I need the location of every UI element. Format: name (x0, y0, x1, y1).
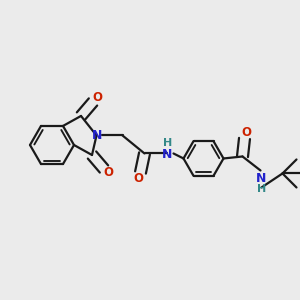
Text: N: N (256, 172, 267, 185)
Text: O: O (103, 167, 113, 179)
Text: O: O (134, 172, 143, 185)
Text: O: O (242, 126, 251, 139)
Text: O: O (92, 92, 102, 104)
Text: N: N (162, 148, 173, 161)
Text: N: N (92, 129, 103, 142)
Text: H: H (163, 139, 172, 148)
Text: H: H (257, 184, 266, 194)
